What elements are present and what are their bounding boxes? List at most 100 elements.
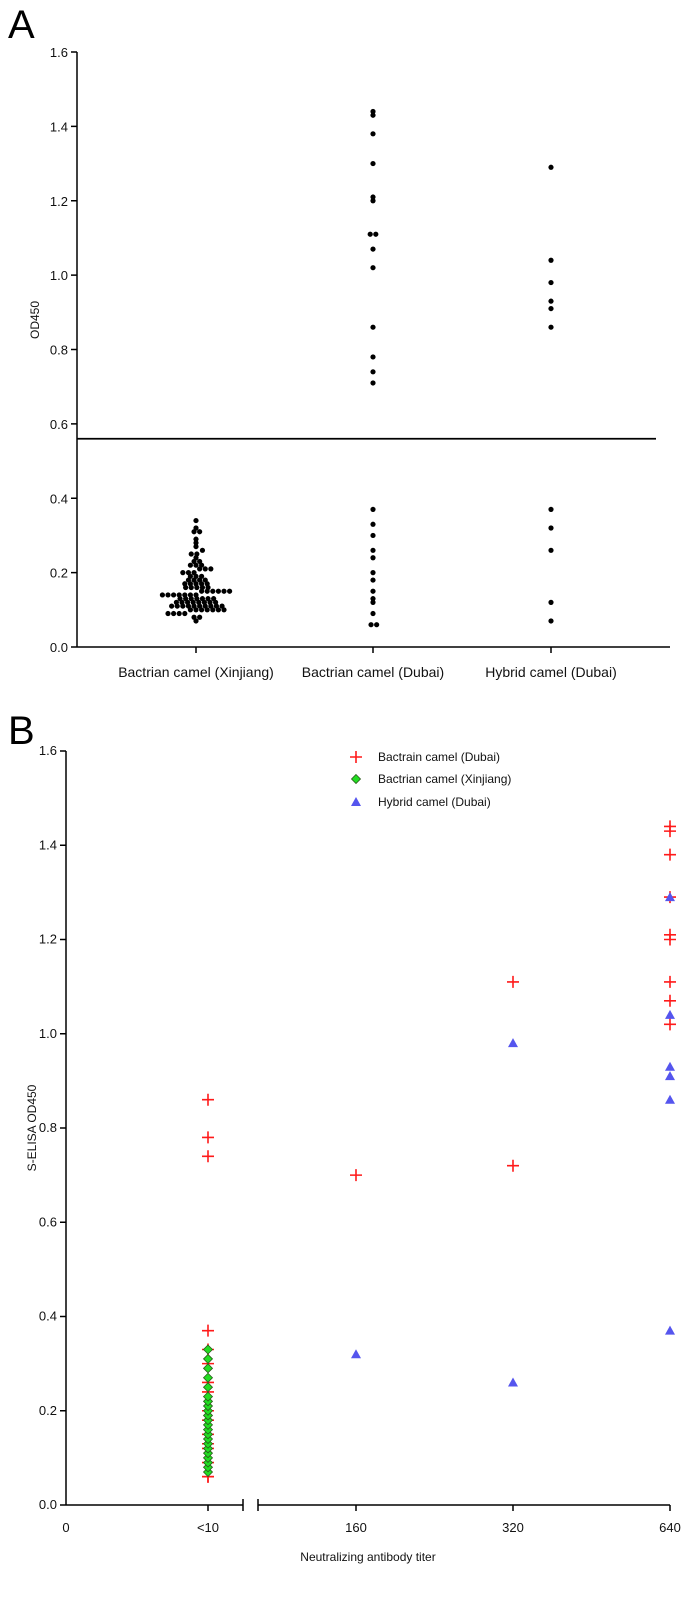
data-point-diamond bbox=[202, 1391, 214, 1402]
data-point bbox=[199, 607, 205, 613]
data-point bbox=[548, 305, 554, 312]
y-tick-label: 0.0 bbox=[39, 1497, 57, 1512]
data-point-triangle bbox=[665, 1094, 675, 1104]
data-point-triangle bbox=[665, 892, 675, 902]
data-point-plus bbox=[507, 1159, 519, 1172]
data-point bbox=[204, 588, 210, 594]
data-point bbox=[370, 570, 376, 576]
y-tick-label: 0.0 bbox=[50, 640, 68, 655]
data-point bbox=[370, 380, 376, 386]
y-tick-label: 1.6 bbox=[39, 743, 57, 758]
data-point-plus bbox=[507, 975, 519, 988]
data-point-triangle bbox=[508, 1377, 518, 1387]
data-point bbox=[202, 566, 208, 572]
data-point bbox=[370, 588, 376, 594]
data-point bbox=[187, 607, 193, 613]
data-point bbox=[174, 603, 180, 609]
panel-a-label: A bbox=[8, 3, 35, 47]
data-point bbox=[221, 588, 227, 594]
x-tick-label: 0 bbox=[62, 1520, 69, 1535]
data-point-triangle bbox=[665, 1009, 675, 1019]
data-point bbox=[215, 607, 221, 613]
y-tick-label: 0.2 bbox=[50, 566, 68, 581]
category-label: Bactrian camel (Xinjiang) bbox=[118, 664, 274, 680]
data-point-plus bbox=[350, 1169, 362, 1182]
data-point bbox=[370, 577, 376, 583]
x-tick-label: 160 bbox=[345, 1520, 367, 1535]
data-point-plus bbox=[664, 848, 676, 861]
y-tick-label: 0.2 bbox=[39, 1403, 57, 1418]
data-point bbox=[370, 547, 376, 553]
data-point bbox=[370, 610, 376, 617]
data-point bbox=[197, 614, 203, 620]
data-point bbox=[193, 543, 199, 550]
data-point-triangle bbox=[508, 1038, 518, 1048]
x-tick-label: <10 bbox=[197, 1520, 219, 1535]
legend-label: Bactrian camel (Xinjiang) bbox=[378, 772, 511, 786]
data-point bbox=[548, 506, 554, 513]
legend-label: Bactrain camel (Dubai) bbox=[378, 750, 500, 764]
y-axis-title: OD450 bbox=[28, 301, 42, 339]
data-point-plus bbox=[202, 1324, 214, 1337]
data-point bbox=[370, 354, 376, 360]
data-point bbox=[370, 198, 376, 204]
data-point bbox=[221, 607, 227, 613]
data-point-diamond bbox=[202, 1372, 214, 1383]
data-point bbox=[370, 246, 376, 252]
data-point bbox=[193, 517, 199, 524]
data-point bbox=[370, 369, 376, 375]
data-point-plus bbox=[664, 975, 676, 988]
data-point bbox=[171, 592, 177, 598]
data-point bbox=[193, 607, 199, 613]
data-point-diamond bbox=[202, 1344, 214, 1355]
data-point bbox=[370, 112, 376, 118]
y-tick-label: 1.4 bbox=[39, 837, 57, 852]
data-point-triangle bbox=[665, 1061, 675, 1071]
y-tick-label: 1.0 bbox=[50, 268, 68, 283]
data-point bbox=[210, 588, 216, 594]
data-point bbox=[227, 588, 233, 594]
x-axis-title: Neutralizing antibody titer bbox=[300, 1550, 435, 1564]
y-tick-label: 0.8 bbox=[39, 1120, 57, 1135]
data-point bbox=[165, 592, 171, 598]
y-tick-label: 1.4 bbox=[50, 119, 68, 134]
data-point bbox=[370, 265, 376, 271]
x-tick-label: 640 bbox=[659, 1520, 681, 1535]
legend-marker bbox=[351, 797, 361, 806]
data-point-plus bbox=[202, 1150, 214, 1163]
legend-marker bbox=[350, 773, 362, 785]
data-point bbox=[180, 603, 186, 609]
data-point bbox=[548, 618, 554, 624]
data-point bbox=[548, 525, 554, 531]
y-tick-label: 1.2 bbox=[39, 932, 57, 947]
data-point bbox=[548, 279, 554, 286]
data-point bbox=[373, 231, 379, 237]
y-tick-label: 0.4 bbox=[39, 1309, 57, 1324]
data-point bbox=[210, 607, 216, 613]
y-axis-title: S-ELISA OD450 bbox=[25, 1084, 39, 1171]
data-point bbox=[171, 610, 177, 617]
y-tick-label: 0.4 bbox=[50, 491, 68, 506]
y-tick-label: 1.2 bbox=[50, 194, 68, 209]
data-point bbox=[370, 194, 376, 200]
y-tick-label: 0.6 bbox=[50, 417, 68, 432]
data-point bbox=[370, 160, 376, 167]
data-point bbox=[193, 536, 199, 542]
legend-label: Hybrid camel (Dubai) bbox=[378, 795, 491, 809]
data-point bbox=[548, 547, 554, 553]
panel-b-chart: 0.0 0.2 0.4 0.6 0.8 1.0 1.2 1.4 1.6 0 <10 160 320 640… bbox=[25, 743, 681, 1564]
y-tick-label: 0.8 bbox=[50, 343, 68, 358]
data-point bbox=[159, 592, 165, 598]
data-point bbox=[188, 551, 194, 557]
data-point-plus bbox=[202, 1131, 214, 1144]
data-point bbox=[367, 231, 373, 237]
data-point bbox=[194, 584, 200, 591]
data-point bbox=[193, 618, 199, 624]
data-point bbox=[548, 257, 554, 263]
data-point bbox=[370, 131, 376, 137]
data-point bbox=[191, 529, 197, 535]
data-point-plus bbox=[202, 1093, 214, 1106]
data-point-plus bbox=[664, 820, 676, 833]
data-point bbox=[187, 562, 193, 568]
y-tick-label: 1.6 bbox=[50, 45, 68, 60]
